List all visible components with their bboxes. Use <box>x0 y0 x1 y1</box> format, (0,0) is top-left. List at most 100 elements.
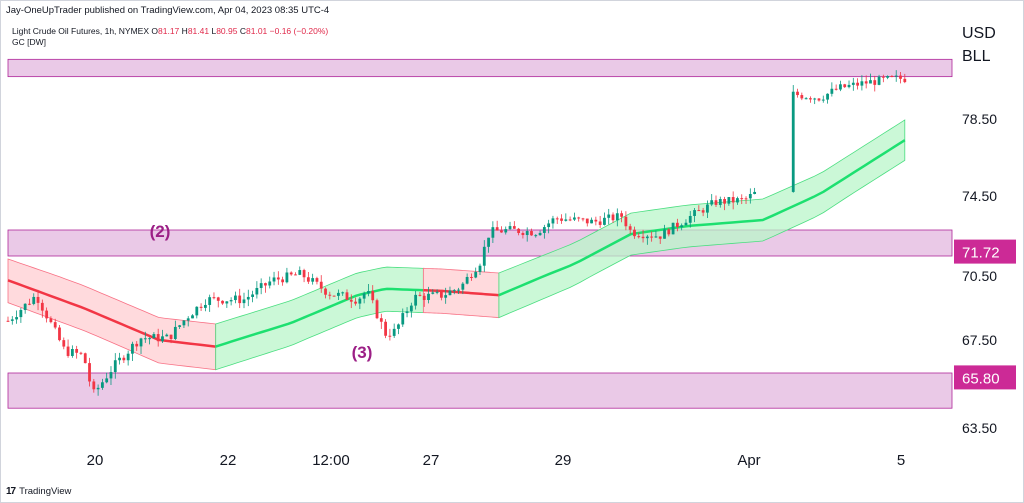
supply-demand-zones <box>7 58 953 409</box>
band-segment-2 <box>215 266 424 371</box>
price-tick: 74.50 <box>962 188 997 204</box>
candle-body <box>242 299 246 304</box>
indicator-legend[interactable]: GC [DW] <box>12 37 46 47</box>
candle-body <box>414 294 418 306</box>
candle-body <box>525 231 529 236</box>
wave-label: (3) <box>352 343 373 362</box>
candle-body <box>487 237 490 247</box>
candle-body <box>706 204 709 213</box>
candle-body <box>869 80 872 84</box>
ma-line-3 <box>423 288 499 297</box>
candle-body <box>847 84 851 88</box>
candle-body <box>315 278 319 282</box>
candle-body <box>830 88 834 94</box>
candle-body <box>375 300 379 319</box>
symbol-name[interactable]: Light Crude Oil Futures, 1h, NYMEX <box>12 26 150 36</box>
candle-body <box>645 236 649 239</box>
candle-body <box>585 218 589 224</box>
candle-body <box>482 246 486 266</box>
candle-body <box>319 281 323 289</box>
candle-body <box>551 218 555 224</box>
candle-body <box>126 353 130 361</box>
candle-body <box>36 296 40 303</box>
time-tick: 22 <box>220 452 237 469</box>
candle-body <box>79 352 83 354</box>
candle-body <box>281 279 285 283</box>
price-tag-bg <box>954 365 1016 390</box>
price-tick: 78.50 <box>962 111 997 127</box>
candle-body <box>817 98 821 101</box>
candle-body <box>675 222 679 228</box>
candle-body <box>53 322 57 328</box>
candle-body <box>75 348 79 353</box>
candle-body <box>294 274 297 276</box>
candle-body <box>101 382 104 388</box>
candle-body <box>517 228 521 234</box>
candle-body <box>491 227 495 238</box>
candle-body <box>203 304 207 308</box>
candle-body <box>195 306 199 316</box>
candle-body <box>105 378 109 383</box>
zone-2 <box>7 229 953 257</box>
candle-body <box>461 283 465 290</box>
candle-body <box>435 291 439 293</box>
candle-body <box>598 221 602 225</box>
candle-body <box>530 231 533 236</box>
candle-body <box>298 270 302 275</box>
candle-body <box>826 93 829 100</box>
candle-body <box>864 81 868 84</box>
time-tick: 27 <box>423 452 440 469</box>
time-tick: 12:00 <box>312 452 350 469</box>
candle-body <box>603 217 606 225</box>
candle-body <box>821 99 825 101</box>
candle-body <box>663 229 666 239</box>
candle-body <box>118 357 121 361</box>
candle-body <box>573 217 576 220</box>
candle-body <box>671 222 675 235</box>
candle-body <box>40 302 44 311</box>
candle-body <box>328 294 332 296</box>
band-segment-4 <box>498 119 906 319</box>
change-value: −0.16 (−0.20%) <box>269 26 329 36</box>
candle-body <box>15 317 18 320</box>
candle-body <box>135 343 139 347</box>
ma-line-1 <box>7 279 216 348</box>
candle-body <box>723 199 726 204</box>
candle-body <box>839 84 842 90</box>
candle-body <box>152 334 156 339</box>
candle-body <box>611 214 615 221</box>
symbol-legend: Light Crude Oil Futures, 1h, NYMEX O81.1… <box>12 26 328 36</box>
candle-body <box>740 198 744 200</box>
candle-body <box>534 235 538 237</box>
candle-body <box>594 219 598 222</box>
candle-body <box>354 301 357 304</box>
candle-body <box>199 306 203 308</box>
time-tick: 20 <box>87 452 104 469</box>
candlesticks <box>6 70 907 396</box>
candle-body <box>903 78 907 83</box>
tradingview-logo[interactable]: 17 TradingView <box>6 486 71 497</box>
candle-body <box>371 291 375 301</box>
candle-body <box>409 305 413 312</box>
tradingview-logo-text: TradingView <box>19 486 72 497</box>
open-label: O <box>151 26 159 36</box>
candle-body <box>856 82 859 86</box>
candle-body <box>349 299 353 302</box>
candle-body <box>693 210 696 216</box>
candle-body <box>268 281 272 286</box>
open-value: 81.17 <box>158 26 180 36</box>
candle-body <box>45 310 49 319</box>
candle-body <box>255 287 259 295</box>
candle-body <box>560 218 563 221</box>
candle-body <box>658 236 662 239</box>
candle-body <box>58 327 61 341</box>
candle-body <box>474 271 478 278</box>
candle-body <box>109 372 113 379</box>
candle-body <box>122 357 126 361</box>
candle-body <box>452 290 456 292</box>
candle-body <box>607 214 611 218</box>
candle-body <box>276 277 280 280</box>
candle-body <box>367 291 370 294</box>
candle-body <box>88 363 91 382</box>
